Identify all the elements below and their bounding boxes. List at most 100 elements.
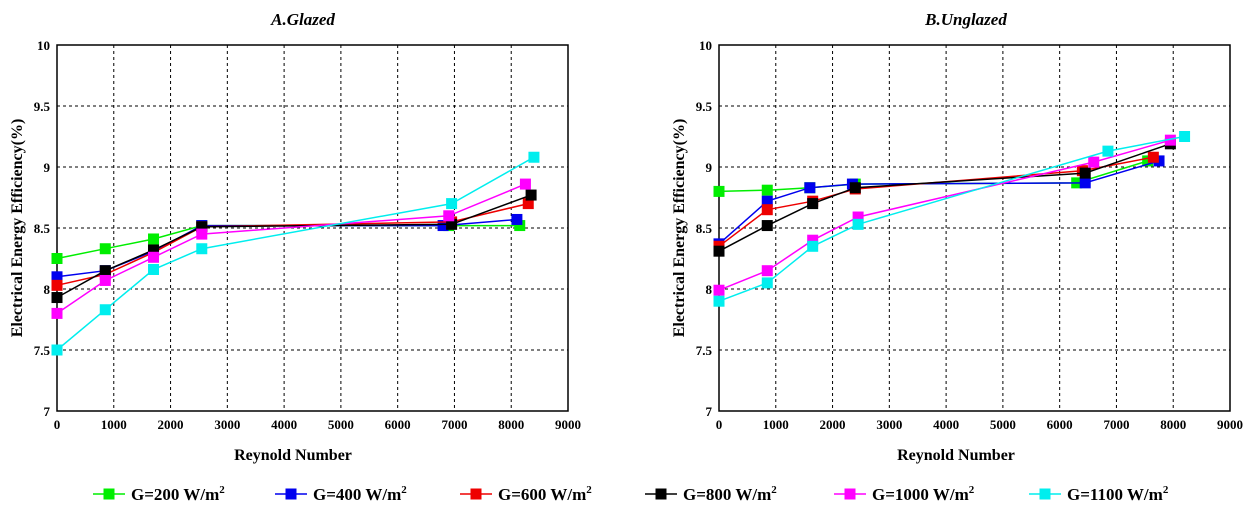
grid-lines <box>719 45 1230 411</box>
y-tick-label: 9.5 <box>34 99 51 114</box>
data-point-g-1000-w-m2 <box>99 274 111 286</box>
y-tick-label: 9.5 <box>696 99 713 114</box>
chart-title: A.Glazed <box>270 10 335 29</box>
data-point-g-1100-w-m2 <box>761 277 773 289</box>
data-point-g-800-w-m2 <box>446 218 458 230</box>
x-tick-label: 2000 <box>158 417 184 432</box>
legend-label: G=600 W/m2 <box>498 484 592 504</box>
chart-title: B.Unglazed <box>924 10 1007 29</box>
chart-panel-unglazed: B.Unglazed 0 1000 2000 3000 4000 5000 6000 7000… <box>671 10 1243 464</box>
data-point-g-200-w-m2 <box>51 253 63 264</box>
x-tick-label: 5000 <box>328 417 354 432</box>
legend-label: G=200 W/m2 <box>131 484 225 504</box>
x-tick-label: 1000 <box>763 417 789 432</box>
data-point-g-1100-w-m2 <box>1102 145 1114 157</box>
legend: G=200 W/m2 G=400 W/m2 G=600 W/m2 G=800 W/m2… <box>93 484 1169 504</box>
data-point-g-200-w-m2 <box>148 233 160 245</box>
x-tick-label: 5000 <box>990 417 1016 432</box>
y-tick-label: 7.5 <box>34 343 51 358</box>
grid-lines <box>57 45 568 411</box>
data-point-g-1000-w-m2 <box>51 307 63 319</box>
data-point-g-1100-w-m2 <box>99 304 111 316</box>
data-point-g-1000-w-m2 <box>443 210 455 222</box>
data-point-g-1000-w-m2 <box>519 178 531 190</box>
series-group <box>51 151 540 356</box>
legend-item: G=800 W/m2 <box>645 484 777 504</box>
x-tick-label: 7000 <box>1103 417 1129 432</box>
data-point-g-1000-w-m2 <box>1164 134 1176 146</box>
data-point-g-600-w-m2 <box>522 198 534 210</box>
legend-label-superscript: 2 <box>219 484 225 496</box>
x-tick-label: 7000 <box>441 417 467 432</box>
data-point-g-600-w-m2 <box>761 204 773 216</box>
data-point-g-1000-w-m2 <box>713 284 725 296</box>
legend-label-superscript: 2 <box>969 484 975 496</box>
data-point-g-800-w-m2 <box>713 245 725 257</box>
x-tick-label: 3000 <box>876 417 902 432</box>
data-point-g-1000-w-m2 <box>1088 156 1100 168</box>
series-line-g-400-w-m2 <box>718 160 1160 245</box>
y-tick-label: 10 <box>37 38 50 53</box>
data-point-g-600-w-m2 <box>51 279 63 291</box>
y-tick-label: 8 <box>706 282 713 297</box>
x-tick-label: 1000 <box>101 417 127 432</box>
legend-item: G=1000 W/m2 <box>834 484 975 504</box>
y-axis-ticks: 7 7.5 8 8.5 9 9.5 10 <box>696 38 713 419</box>
x-tick-label: 3000 <box>214 417 240 432</box>
x-tick-label: 0 <box>54 417 61 432</box>
data-point-g-1100-w-m2 <box>713 295 725 307</box>
legend-marker <box>1039 488 1051 500</box>
y-tick-label: 8.5 <box>696 221 713 236</box>
legend-label-superscript: 2 <box>1163 484 1169 496</box>
y-axis-label: Electrical Energy Efficiency(%) <box>9 119 26 338</box>
data-point-g-1100-w-m2 <box>446 198 458 210</box>
x-tick-label: 0 <box>716 417 723 432</box>
x-tick-label: 4000 <box>271 417 297 432</box>
data-point-g-400-w-m2 <box>51 271 63 283</box>
y-tick-label: 8.5 <box>34 221 51 236</box>
series-line-g-1000-w-m2 <box>56 183 526 315</box>
data-point-g-1100-w-m2 <box>196 243 208 255</box>
legend-label: G=800 W/m2 <box>683 484 777 504</box>
data-point-g-200-w-m2 <box>99 243 111 255</box>
x-tick-label: 9000 <box>1217 417 1243 432</box>
data-point-g-1000-w-m2 <box>196 228 208 240</box>
legend-label-text: G=1000 W/m <box>872 485 969 504</box>
legend-label: G=400 W/m2 <box>313 484 407 504</box>
legend-label: G=1100 W/m2 <box>1067 484 1169 504</box>
legend-label-superscript: 2 <box>401 484 407 496</box>
series-line-g-1100-w-m2 <box>718 135 1185 302</box>
data-point-g-1100-w-m2 <box>148 263 160 275</box>
data-point-g-400-w-m2 <box>804 182 816 194</box>
data-point-g-1000-w-m2 <box>852 211 864 223</box>
series-line-g-800-w-m2 <box>718 143 1171 252</box>
data-point-g-1000-w-m2 <box>148 251 160 263</box>
legend-item: G=1100 W/m2 <box>1029 484 1169 504</box>
legend-label-text: G=600 W/m <box>498 485 586 504</box>
data-point-g-800-w-m2 <box>148 244 160 256</box>
data-point-g-800-w-m2 <box>849 182 861 194</box>
data-point-g-200-w-m2 <box>1142 155 1154 167</box>
data-point-g-800-w-m2 <box>525 189 537 201</box>
data-point-g-400-w-m2 <box>761 195 773 207</box>
y-tick-label: 9 <box>706 160 713 175</box>
data-point-g-800-w-m2 <box>761 220 773 232</box>
data-point-g-800-w-m2 <box>51 292 63 304</box>
legend-marker <box>470 488 482 500</box>
legend-label: G=1000 W/m2 <box>872 484 975 504</box>
legend-marker <box>844 488 856 500</box>
data-point-g-1100-w-m2 <box>1179 131 1191 142</box>
data-point-g-1000-w-m2 <box>807 234 819 246</box>
y-tick-label: 10 <box>699 38 712 53</box>
data-point-g-400-w-m2 <box>1079 177 1091 189</box>
legend-item: G=400 W/m2 <box>275 484 407 504</box>
legend-label-superscript: 2 <box>586 484 592 496</box>
legend-item: G=600 W/m2 <box>460 484 592 504</box>
legend-label-text: G=200 W/m <box>131 485 219 504</box>
x-tick-label: 8000 <box>1160 417 1186 432</box>
data-point-g-200-w-m2 <box>514 220 526 232</box>
data-point-g-800-w-m2 <box>1079 167 1091 179</box>
legend-marker <box>285 488 297 500</box>
data-point-g-1100-w-m2 <box>852 218 864 230</box>
data-point-g-1000-w-m2 <box>761 265 773 277</box>
